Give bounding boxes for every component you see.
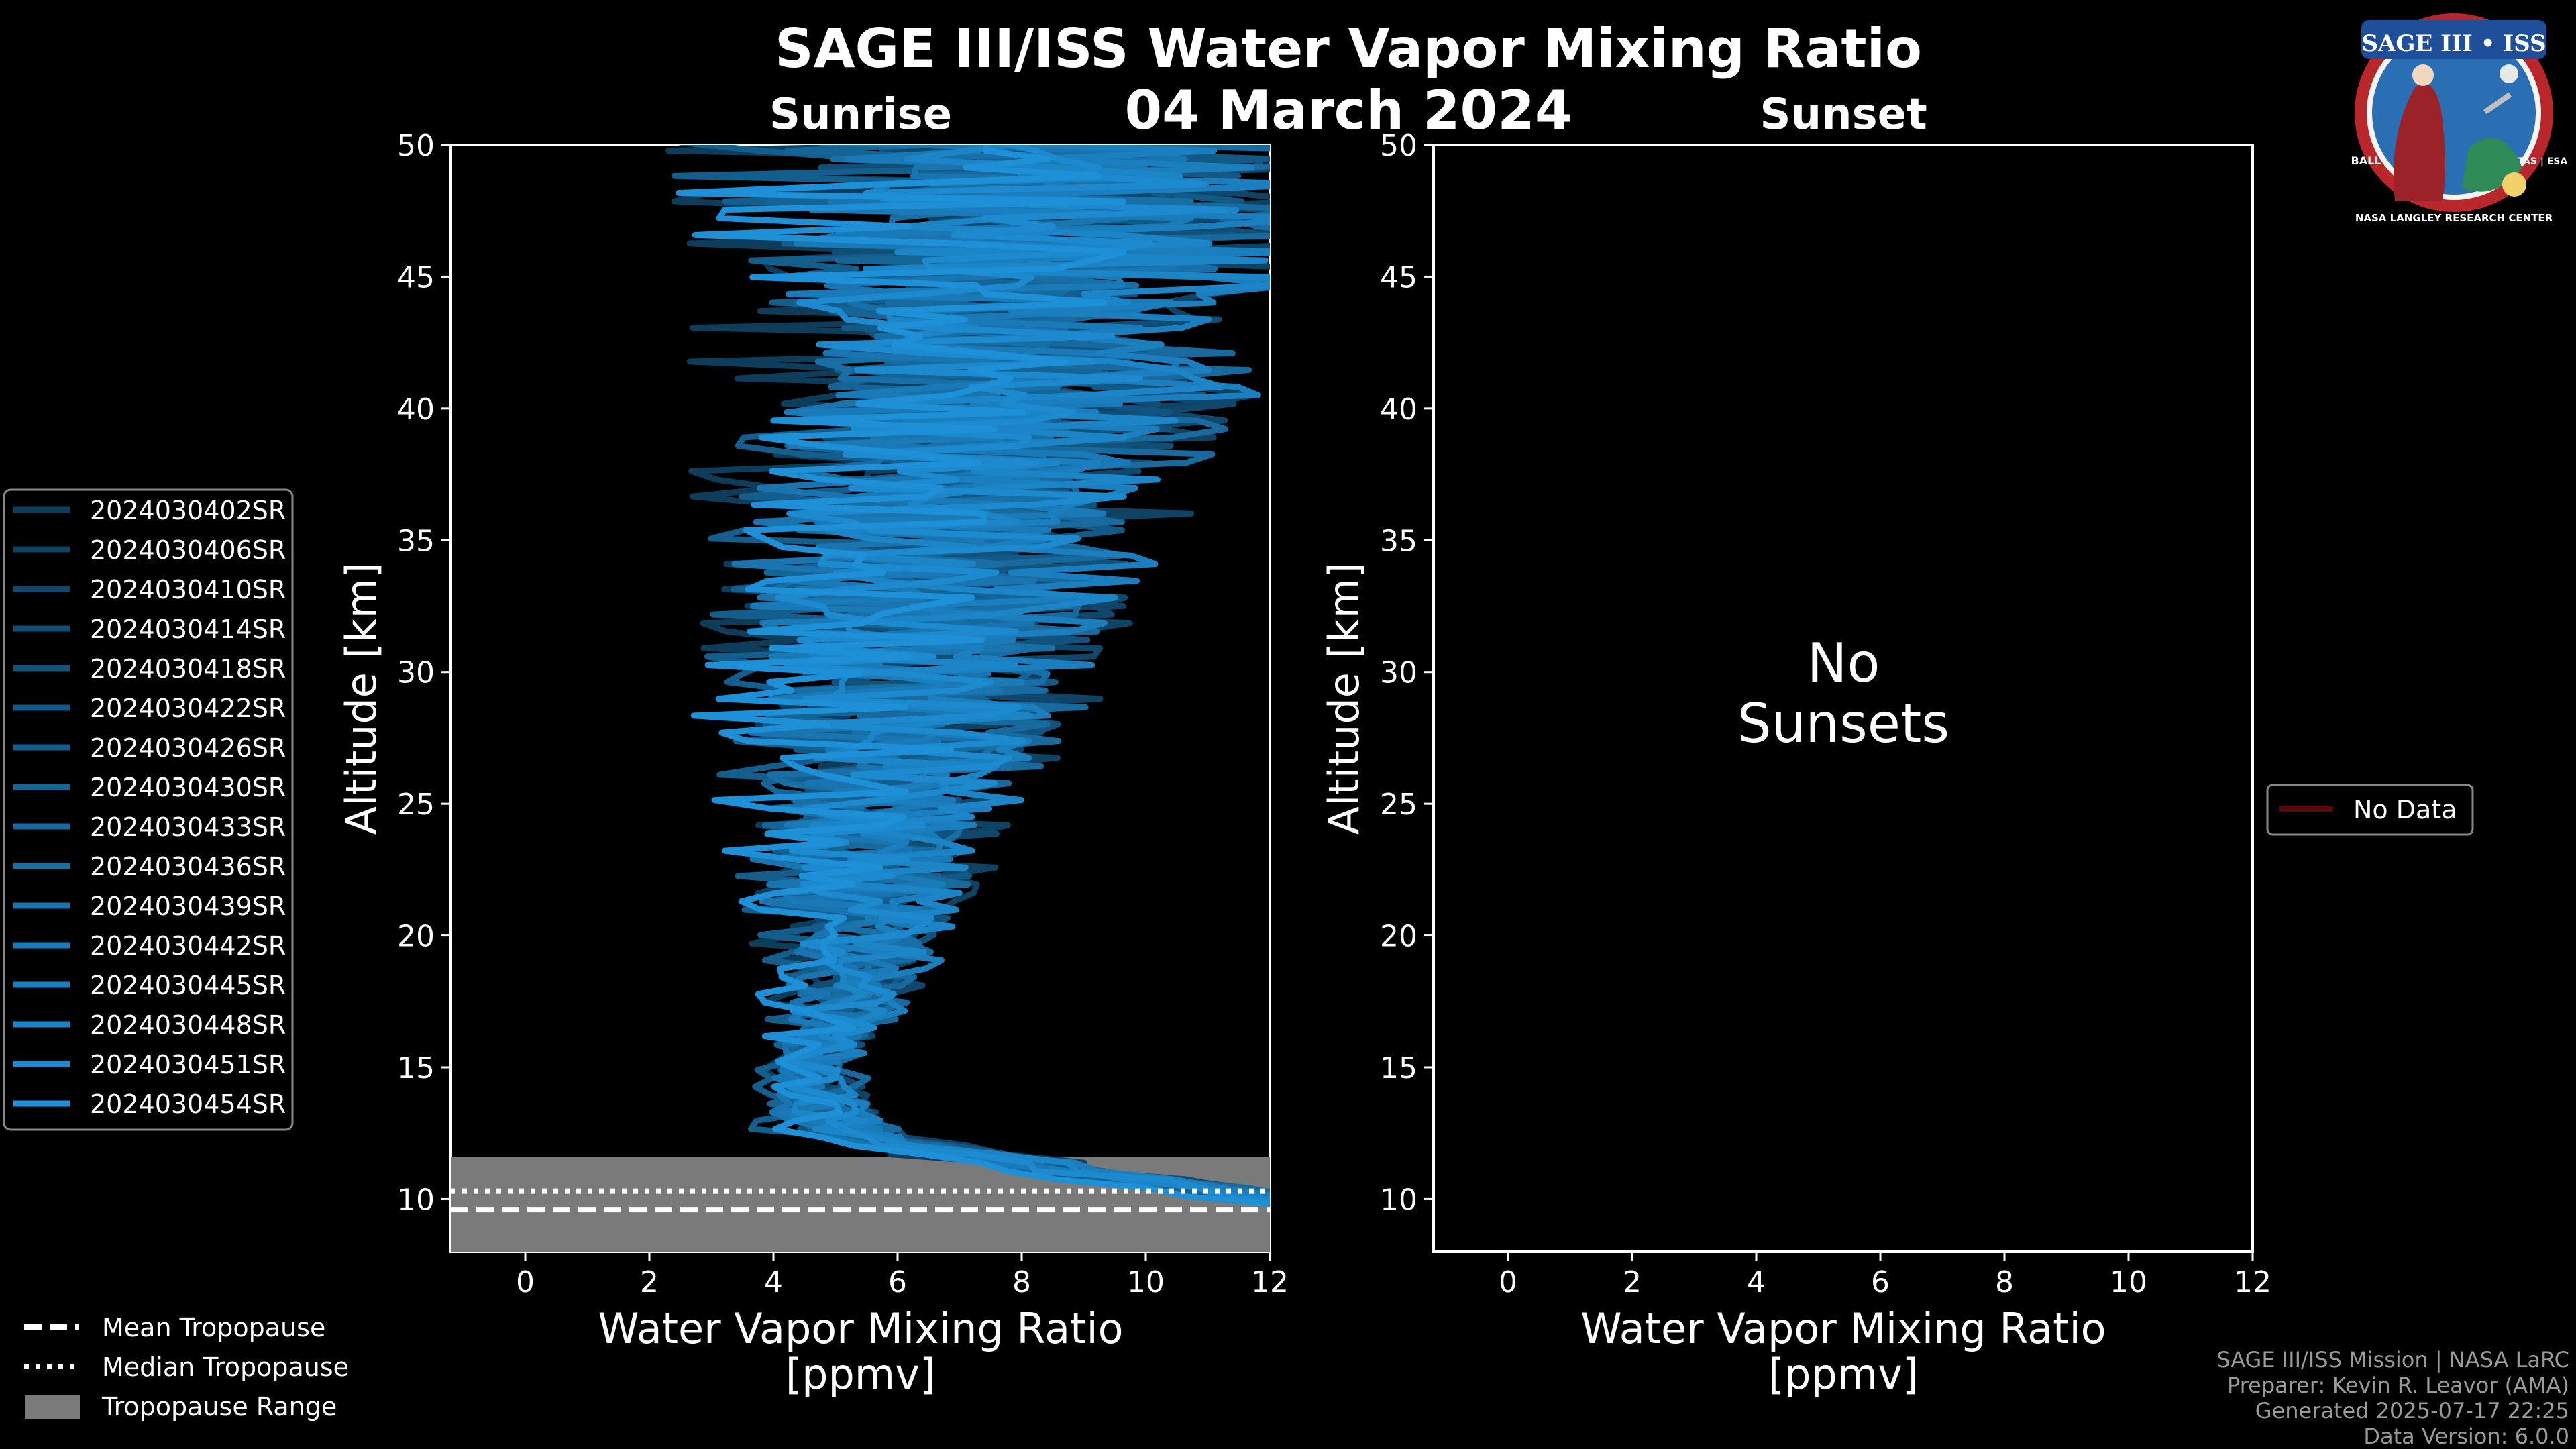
sunrise-y-axis-label: Altitude [km] [337,562,386,835]
y-tick-label: 10 [1380,1183,1417,1217]
y-tick-label: 45 [397,260,435,294]
legend-mean-tropopause: Mean Tropopause [102,1313,325,1342]
y-tick-label: 40 [1380,392,1417,427]
sunset-x-ticks: 0 2 4 6 8 10 12 [1499,1252,2271,1299]
logo-text: SAGE III • ISS [2361,30,2546,57]
x-tick-label: 0 [1499,1265,1517,1299]
legend-no-data: No Data [2353,795,2457,824]
logo-right-text: TAS | ESA [2518,156,2568,167]
sunrise-legend: 2024030402SR 2024030406SR 2024030410SR 2024… [3,488,294,1131]
y-tick-label: 30 [1380,656,1417,690]
sunset-panel-title: Sunset [1760,90,1927,140]
sunrise-x-ticks: 0 2 4 6 8 10 12 [516,1252,1289,1299]
tropopause-range-swatch [25,1395,80,1419]
y-tick-label: 15 [397,1051,435,1085]
footer-preparer: Preparer: Kevin R. Leavor (AMA) [2227,1373,2569,1398]
x-tick-label: 4 [1747,1265,1766,1299]
legend-entry-2024030426SR: 2024030426SR [90,733,286,763]
sunset-x-axis-label: Water Vapor Mixing Ratio [1580,1304,2106,1353]
legend-entry-2024030448SR: 2024030448SR [90,1010,286,1040]
legend-entry-2024030402SR: 2024030402SR [90,496,286,525]
sunrise-panel: 0 2 4 6 8 10 12 10 15 20 25 30 35 40 45 50 Water Vapor… [337,129,1289,1399]
x-tick-label: 12 [2234,1265,2271,1299]
x-tick-label: 12 [1251,1265,1289,1299]
y-tick-label: 20 [397,920,435,954]
footer-data-version: Data Version: 6.0.0 [2363,1424,2569,1449]
legend-entry-2024030410SR: 2024030410SR [90,575,286,604]
x-tick-label: 8 [1012,1265,1031,1299]
legend-entry-2024030442SR: 2024030442SR [90,931,286,961]
legend-tropopause-range: Tropopause Range [101,1392,337,1421]
y-tick-label: 35 [397,524,435,558]
x-tick-label: 6 [888,1265,907,1299]
sunset-y-axis-label: Altitude [km] [1320,562,1368,835]
logo-side-text: BALL [2351,154,2381,167]
y-tick-label: 15 [1380,1051,1417,1085]
y-tick-label: 40 [397,392,435,427]
sunrise-x-axis-label: Water Vapor Mixing Ratio [598,1304,1123,1353]
profile-line-2024030445SR [789,145,1270,1199]
sunset-plot-frame [1432,144,2254,1253]
legend-entry-2024030436SR: 2024030436SR [90,852,286,881]
x-tick-label: 4 [764,1265,783,1299]
legend-entry-2024030414SR: 2024030414SR [90,614,286,644]
x-tick-label: 2 [1623,1265,1642,1299]
no-sunsets-line-1: No [1807,632,1880,694]
sunrise-y-ticks: 10 15 20 25 30 35 40 45 50 [397,129,451,1217]
sunset-x-axis-units: [ppmv] [1768,1350,1919,1399]
sunrise-panel-title: Sunrise [769,90,952,140]
x-tick-label: 6 [1871,1265,1890,1299]
legend-median-tropopause: Median Tropopause [102,1352,349,1382]
y-tick-label: 50 [1380,129,1417,163]
profile-line-2024030454SR [676,145,1270,1207]
y-tick-label: 30 [397,656,435,690]
legend-entry-2024030418SR: 2024030418SR [90,654,286,684]
footer-credits: SAGE III/ISS Mission | NASA LaRC Prepare… [2216,1347,2569,1449]
sunset-panel: 0 2 4 6 8 10 12 10 15 20 25 30 35 40 45 50 Water Vapor… [1320,129,2271,1399]
sunrise-legend-box [3,488,294,1131]
y-tick-label: 10 [397,1183,435,1217]
footer-generated: Generated 2025-07-17 22:25 [2255,1398,2569,1424]
no-sunsets-line-2: Sunsets [1737,692,1949,755]
x-tick-label: 10 [2110,1265,2147,1299]
footer-mission: SAGE III/ISS Mission | NASA LaRC [2216,1347,2569,1373]
x-tick-label: 8 [1995,1265,2014,1299]
y-tick-label: 25 [397,788,435,822]
x-tick-label: 10 [1127,1265,1165,1299]
legend-entry-2024030406SR: 2024030406SR [90,535,286,565]
legend-entry-2024030433SR: 2024030433SR [90,812,286,842]
sage-iii-iss-logo: SAGE III • ISS NASA LANGLEY RESEARCH CEN… [2351,13,2568,224]
legend-entry-2024030445SR: 2024030445SR [90,971,286,1000]
legend-entry-2024030430SR: 2024030430SR [90,773,286,802]
y-tick-label: 45 [1380,260,1417,294]
sunset-y-ticks: 10 15 20 25 30 35 40 45 50 [1380,129,1434,1217]
figure-date: 04 March 2024 [1124,79,1572,142]
legend-entry-2024030451SR: 2024030451SR [90,1050,286,1079]
x-tick-label: 2 [640,1265,659,1299]
legend-entry-2024030439SR: 2024030439SR [90,892,286,921]
logo-ring-text: NASA LANGLEY RESEARCH CENTER [2355,212,2553,224]
profile-line-2024030451SR [775,145,1270,1205]
sunset-legend-box [2266,784,2474,836]
y-tick-label: 35 [1380,524,1417,558]
figure-title: SAGE III/ISS Water Vapor Mixing Ratio [775,17,1922,80]
sunset-legend: No Data [2266,784,2474,836]
y-tick-label: 50 [397,129,435,163]
x-tick-label: 0 [516,1265,535,1299]
sunrise-x-axis-units: [ppmv] [786,1350,936,1399]
tropopause-legend: Mean Tropopause Median Tropopause Tropop… [24,1313,349,1421]
y-tick-label: 25 [1380,788,1417,822]
legend-entry-2024030454SR: 2024030454SR [90,1089,286,1119]
y-tick-label: 20 [1380,920,1417,954]
tropopause-range-band [451,1157,1270,1252]
legend-entry-2024030422SR: 2024030422SR [90,694,286,723]
